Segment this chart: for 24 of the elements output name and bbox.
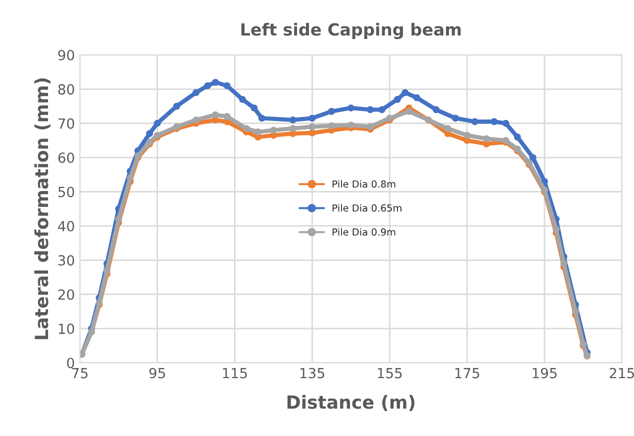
x-tick-label: 135: [300, 368, 324, 378]
y-tick-label: 70: [58, 118, 74, 129]
y-tick-label: 10: [58, 324, 74, 334]
x-tick-label: 215: [610, 368, 634, 378]
x-tick-label: 115: [223, 368, 247, 378]
y-axis-title: Lateral deformation (mm): [34, 78, 50, 340]
chart-title: Left side Capping beam: [241, 22, 461, 40]
y-tick-label: 40: [58, 220, 74, 232]
x-axis-title: Distance (m): [288, 394, 414, 412]
legend-label: Pile Dia 0.8m: [332, 180, 396, 188]
y-tick-label: 80: [58, 84, 74, 95]
x-tick-label: 75: [72, 368, 88, 378]
x-tick-label: 195: [532, 368, 557, 378]
legend-label: Pile Dia 0.65m: [332, 204, 402, 212]
y-tick-label: 90: [58, 50, 74, 60]
y-tick-label: 60: [58, 152, 74, 164]
y-tick-label: 0: [67, 358, 74, 368]
x-tick-label: 175: [455, 368, 480, 378]
legend-label: Pile Dia 0.9m: [332, 228, 396, 236]
y-tick-label: 30: [58, 255, 74, 266]
y-tick-label: 20: [58, 289, 74, 300]
y-tick-label: 50: [58, 186, 74, 198]
x-tick-label: 155: [378, 368, 402, 378]
x-tick-label: 95: [149, 368, 165, 378]
